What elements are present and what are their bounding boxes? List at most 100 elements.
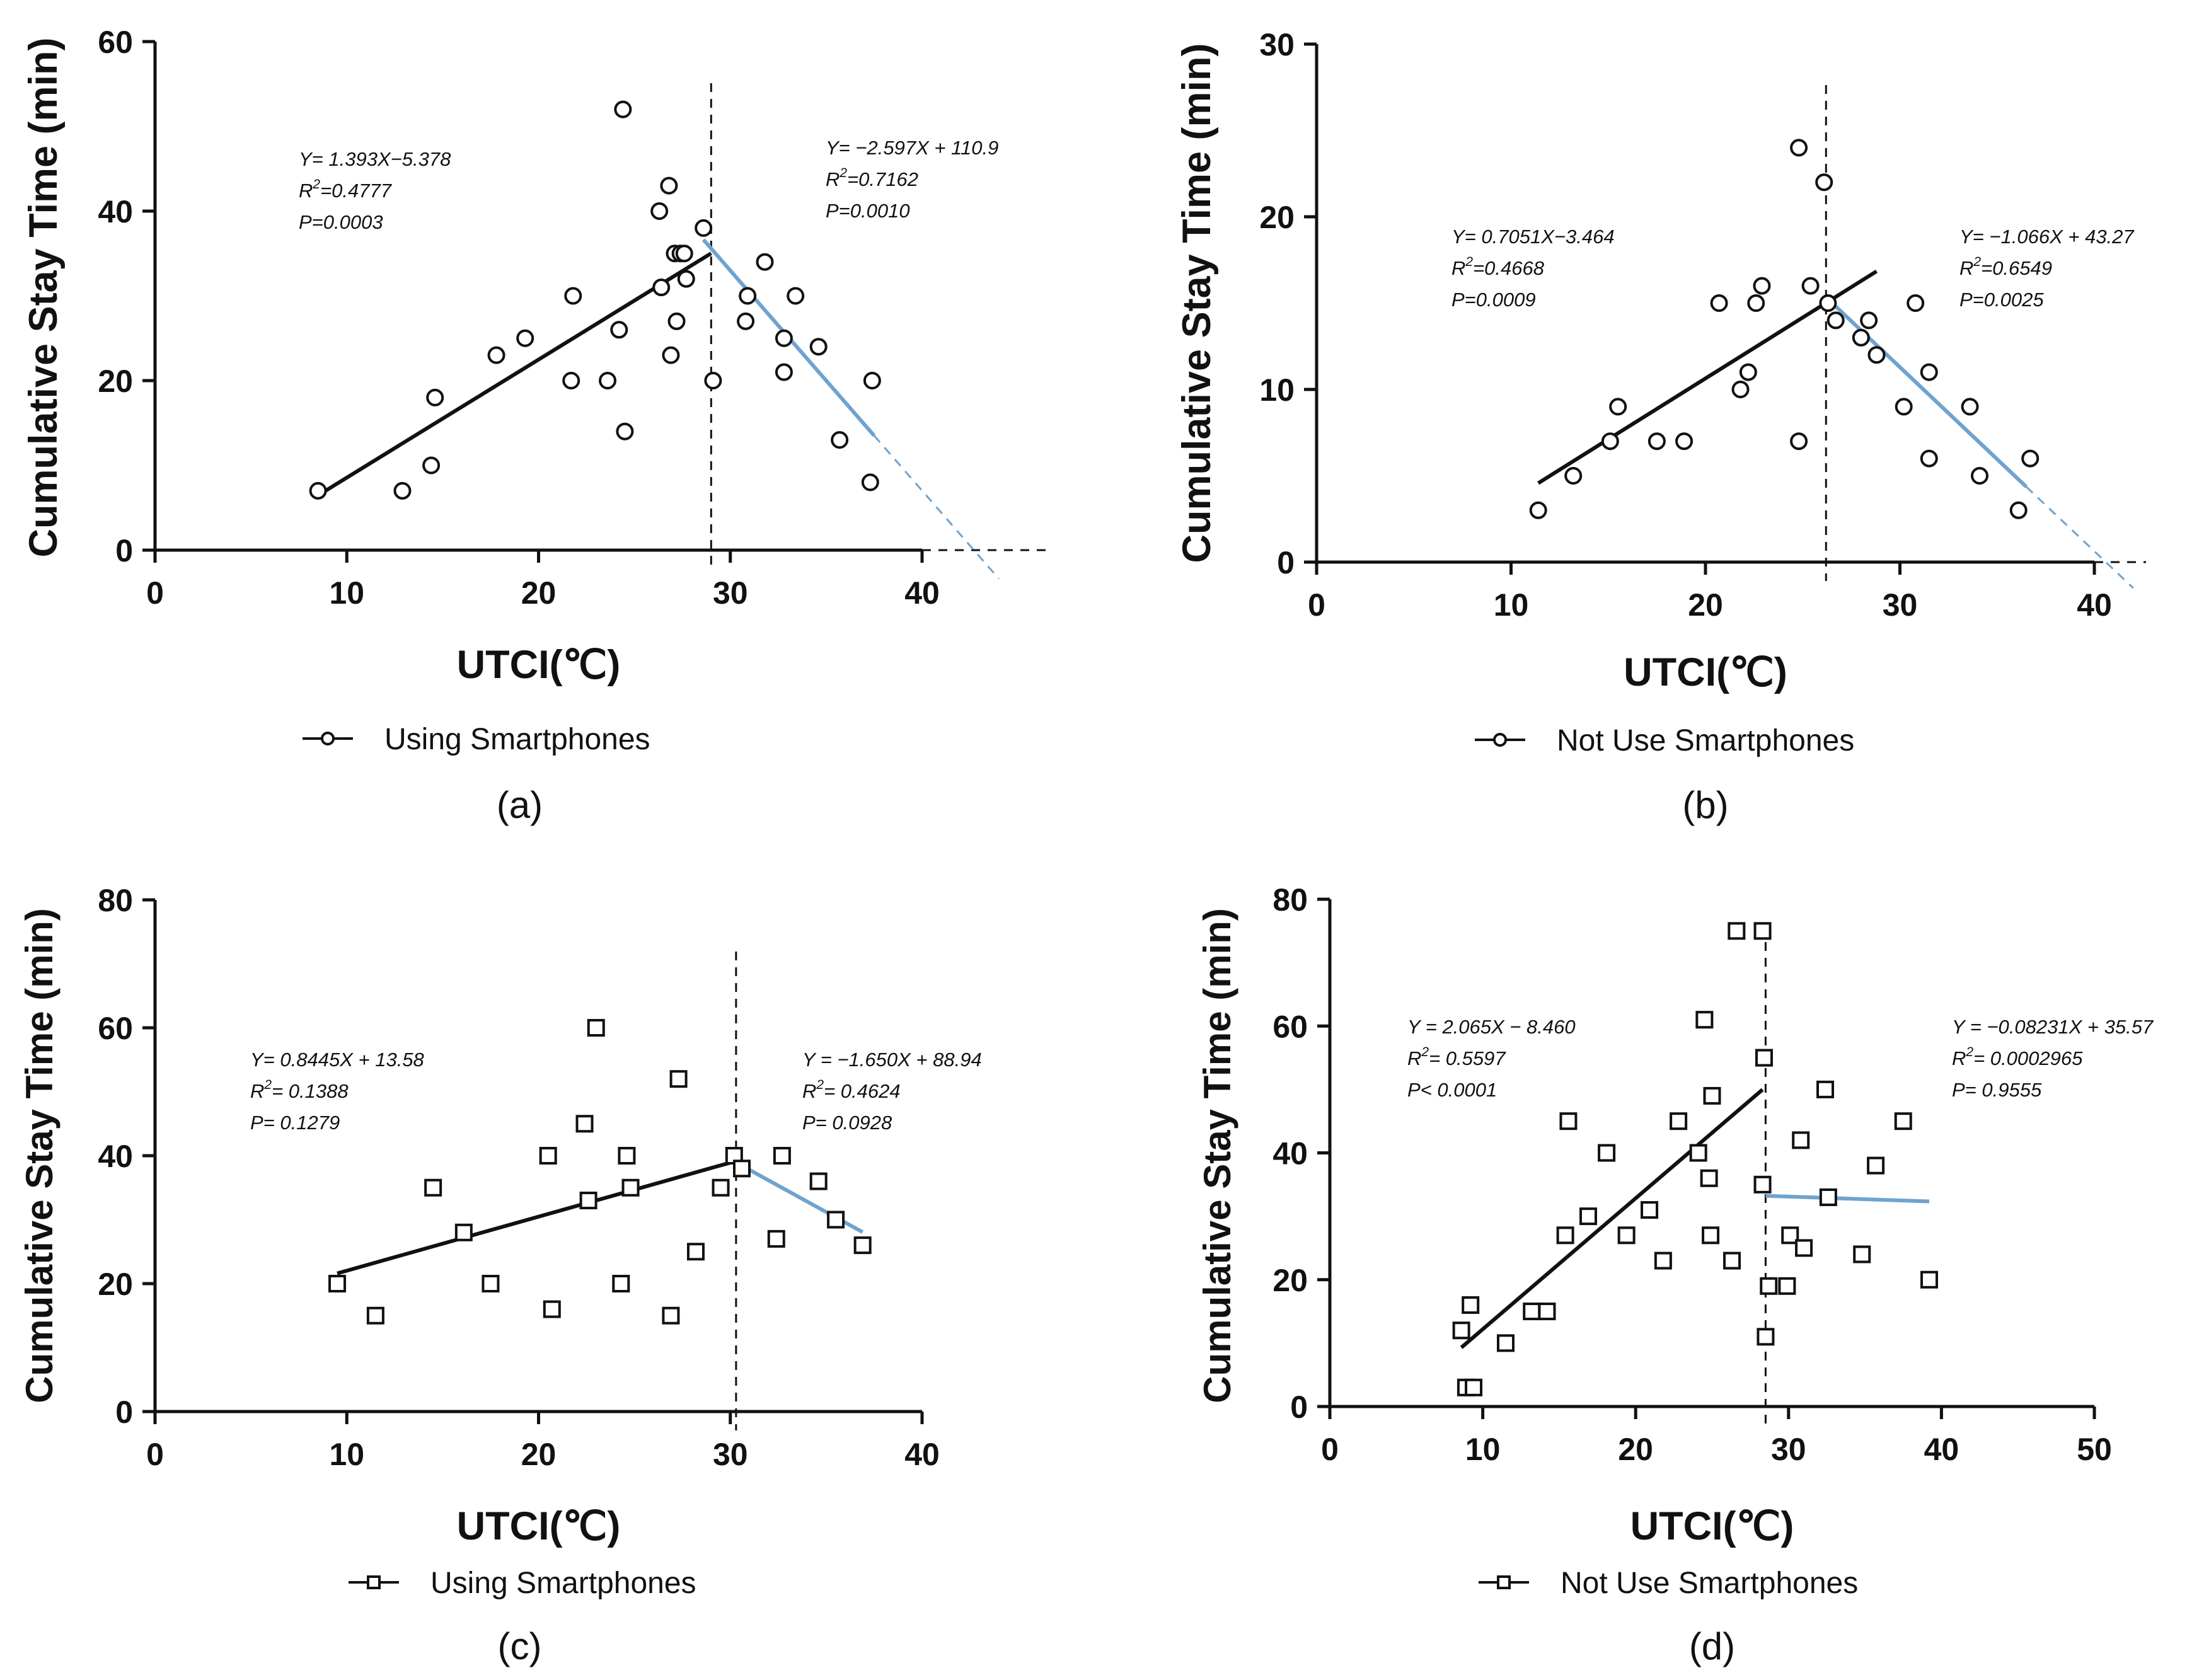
data-point — [1538, 1303, 1556, 1321]
legend-marker — [321, 732, 335, 745]
y-tick-label: 0 — [115, 1395, 133, 1430]
data-point — [1815, 173, 1833, 192]
data-point — [587, 1019, 605, 1037]
x-tick-label: 30 — [713, 1437, 748, 1472]
equation-right: Y= −2.597X + 110.9 — [826, 137, 998, 159]
data-point — [2009, 501, 2028, 519]
panel-label: (a) — [497, 784, 543, 826]
x-tick-label: 0 — [146, 1437, 164, 1472]
x-axis-title: UTCI(℃) — [1630, 1504, 1794, 1548]
panel-label: (c) — [498, 1625, 542, 1667]
data-point — [1529, 501, 1547, 519]
data-point — [562, 372, 580, 389]
data-point — [863, 372, 881, 389]
data-point — [1579, 1207, 1597, 1226]
data-point — [564, 287, 582, 305]
x-tick-label: 40 — [2077, 587, 2112, 623]
chart-panel-c: 0 10 20 30 40 0 20 40 60 80 UTCI(℃) Cumulative Stay… — [18, 883, 982, 1667]
r-squared-symbol: R — [1952, 1047, 1966, 1069]
x-tick-label: 20 — [1688, 587, 1723, 623]
y-tick-label: 20 — [1259, 200, 1295, 235]
equation-right: Y= −1.066X + 43.27 — [1959, 226, 2135, 248]
panel-label: (b) — [1682, 784, 1728, 826]
y-tick-label: 30 — [1259, 27, 1295, 62]
data-point — [1852, 328, 1870, 347]
p-value-right: P= 0.0928 — [802, 1112, 892, 1134]
data-point — [1703, 1086, 1721, 1105]
r-squared-exponent: 2 — [312, 177, 320, 192]
r-squared-right: R2=0.6549 — [1959, 255, 2052, 279]
data-point — [614, 100, 632, 118]
x-tick-label: 30 — [1771, 1432, 1806, 1467]
fit-line-left — [317, 251, 712, 497]
data-point — [767, 1229, 785, 1248]
data-point — [1853, 1245, 1871, 1263]
data-point — [426, 388, 444, 406]
r-squared-symbol: R — [299, 180, 313, 202]
data-point — [422, 456, 441, 475]
data-point — [773, 1147, 791, 1165]
p-value-left: P< 0.0001 — [1407, 1079, 1497, 1101]
r-squared-left: R2=0.4777 — [299, 177, 393, 202]
data-point — [1710, 294, 1728, 312]
data-point — [575, 1115, 594, 1133]
data-point — [660, 176, 678, 195]
data-point — [393, 481, 412, 500]
data-point — [1801, 277, 1820, 295]
data-point — [686, 1243, 705, 1261]
x-tick-label: 40 — [904, 1437, 940, 1472]
data-point — [1670, 1112, 1688, 1131]
r-squared-exponent: 2 — [816, 1078, 824, 1092]
equation-left: Y = 2.065X − 8.460 — [1407, 1016, 1576, 1038]
x-tick-label: 0 — [146, 575, 164, 611]
y-axis-title: Cumulative Stay Time (min) — [1196, 908, 1238, 1403]
r-squared-value: = 0.1388 — [272, 1080, 349, 1102]
r-squared-left: R2=0.4668 — [1451, 255, 1545, 279]
data-point — [704, 372, 722, 389]
data-point — [618, 1147, 636, 1165]
equation-right: Y = −1.650X + 88.94 — [802, 1049, 982, 1071]
data-point — [1795, 1239, 1813, 1257]
x-axis-title: UTCI(℃) — [457, 1504, 621, 1548]
data-point — [775, 363, 793, 381]
x-axis-title: UTCI(℃) — [457, 643, 621, 687]
y-tick-label: 0 — [1290, 1389, 1308, 1425]
y-tick-label: 60 — [98, 25, 133, 60]
fit-line-right — [1765, 1194, 1930, 1204]
y-tick-label: 80 — [1272, 882, 1308, 918]
data-point — [1894, 1112, 1912, 1131]
data-point — [1598, 1144, 1616, 1162]
r-squared-value: = 0.5597 — [1429, 1047, 1506, 1069]
data-point — [1970, 467, 1988, 485]
r-squared-exponent: 2 — [1965, 1045, 1973, 1059]
r-squared-left: R2= 0.1388 — [250, 1078, 349, 1102]
p-value-left: P= 0.1279 — [250, 1112, 340, 1134]
data-point — [1702, 1226, 1720, 1245]
fit-line-right-extension — [873, 435, 1000, 580]
r-squared-value: =0.7162 — [847, 168, 918, 190]
r-squared-exponent: 2 — [1421, 1045, 1429, 1059]
r-squared-symbol: R — [826, 168, 840, 190]
data-point — [1731, 381, 1750, 398]
data-point — [424, 1178, 442, 1197]
data-point — [539, 1147, 557, 1165]
data-point — [1556, 1226, 1574, 1245]
x-tick-label: 0 — [1308, 587, 1325, 623]
data-point — [662, 346, 680, 364]
r-squared-symbol: R — [1407, 1047, 1421, 1069]
y-tick-label: 10 — [1259, 372, 1295, 408]
chart-panel-b: 0 10 20 30 40 0 10 20 30 UTCI(℃) Cumulative Stay T… — [1175, 27, 2146, 826]
data-point — [612, 1275, 630, 1292]
data-point — [1523, 1303, 1541, 1321]
x-tick-label: 10 — [329, 575, 364, 611]
data-point — [1728, 922, 1746, 940]
data-point — [667, 312, 686, 330]
data-point — [1609, 398, 1627, 416]
data-point — [599, 372, 617, 389]
data-point — [827, 1211, 845, 1229]
r-squared-symbol: R — [802, 1080, 816, 1102]
data-point — [787, 287, 805, 305]
data-point — [1907, 294, 1925, 312]
x-tick-label: 40 — [1924, 1432, 1959, 1467]
